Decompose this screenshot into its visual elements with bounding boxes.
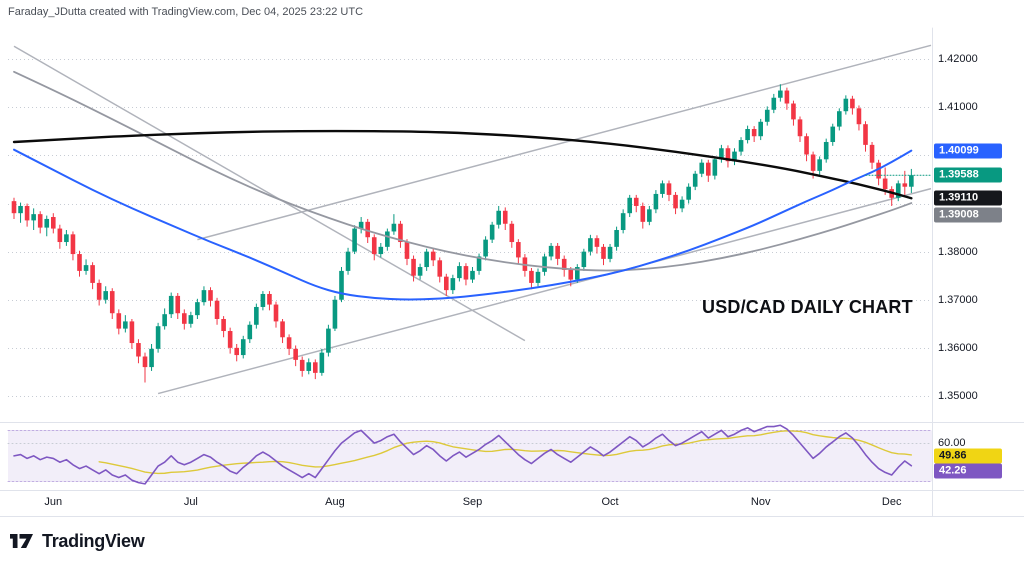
last-price-badge: 1.39588 xyxy=(934,167,1002,183)
tradingview-brand-text: TradingView xyxy=(42,530,145,551)
rsi-ma-value-badge: 49.86 xyxy=(934,448,1002,464)
price-axis[interactable]: 1.42000 1.41000 1.38000 1.37000 1.36000 1.350… xyxy=(932,28,1024,516)
price-axis-label: 1.38000 xyxy=(938,245,978,258)
time-axis-label-dec: Dec xyxy=(881,496,902,508)
time-axis-label-jul: Jul xyxy=(183,496,198,508)
tradingview-brand-link[interactable]: TradingView xyxy=(8,530,145,552)
rsi-axis-label: 60.00 xyxy=(938,437,966,450)
time-axis[interactable]: Jun Jul Aug Sep Oct Nov Dec xyxy=(0,490,932,516)
time-axis-label-aug: Aug xyxy=(325,496,345,508)
rsi-value-badge: 42.26 xyxy=(934,463,1002,479)
price-axis-label: 1.37000 xyxy=(938,293,978,306)
time-axis-label-oct: Oct xyxy=(601,496,619,508)
time-axis-label-nov: Nov xyxy=(750,496,771,508)
chart-attribution: Faraday_JDutta created with TradingView.… xyxy=(8,6,364,18)
chart-title-watermark: USD/CAD DAILY CHART xyxy=(702,297,913,317)
price-axis-label: 1.35000 xyxy=(938,389,978,402)
price-axis-label: 1.42000 xyxy=(938,53,978,66)
tradingview-logo-icon xyxy=(10,534,33,548)
black-ma-price-badge: 1.39110 xyxy=(934,190,1002,206)
price-axis-label: 1.36000 xyxy=(938,341,978,354)
gray-ma-price-badge: 1.39008 xyxy=(934,207,1002,223)
time-axis-label-sep: Sep xyxy=(462,496,483,508)
blue-ma-price-badge: 1.40099 xyxy=(934,143,1002,159)
time-axis-label-jun: Jun xyxy=(44,496,63,508)
price-axis-label: 1.41000 xyxy=(938,101,978,114)
